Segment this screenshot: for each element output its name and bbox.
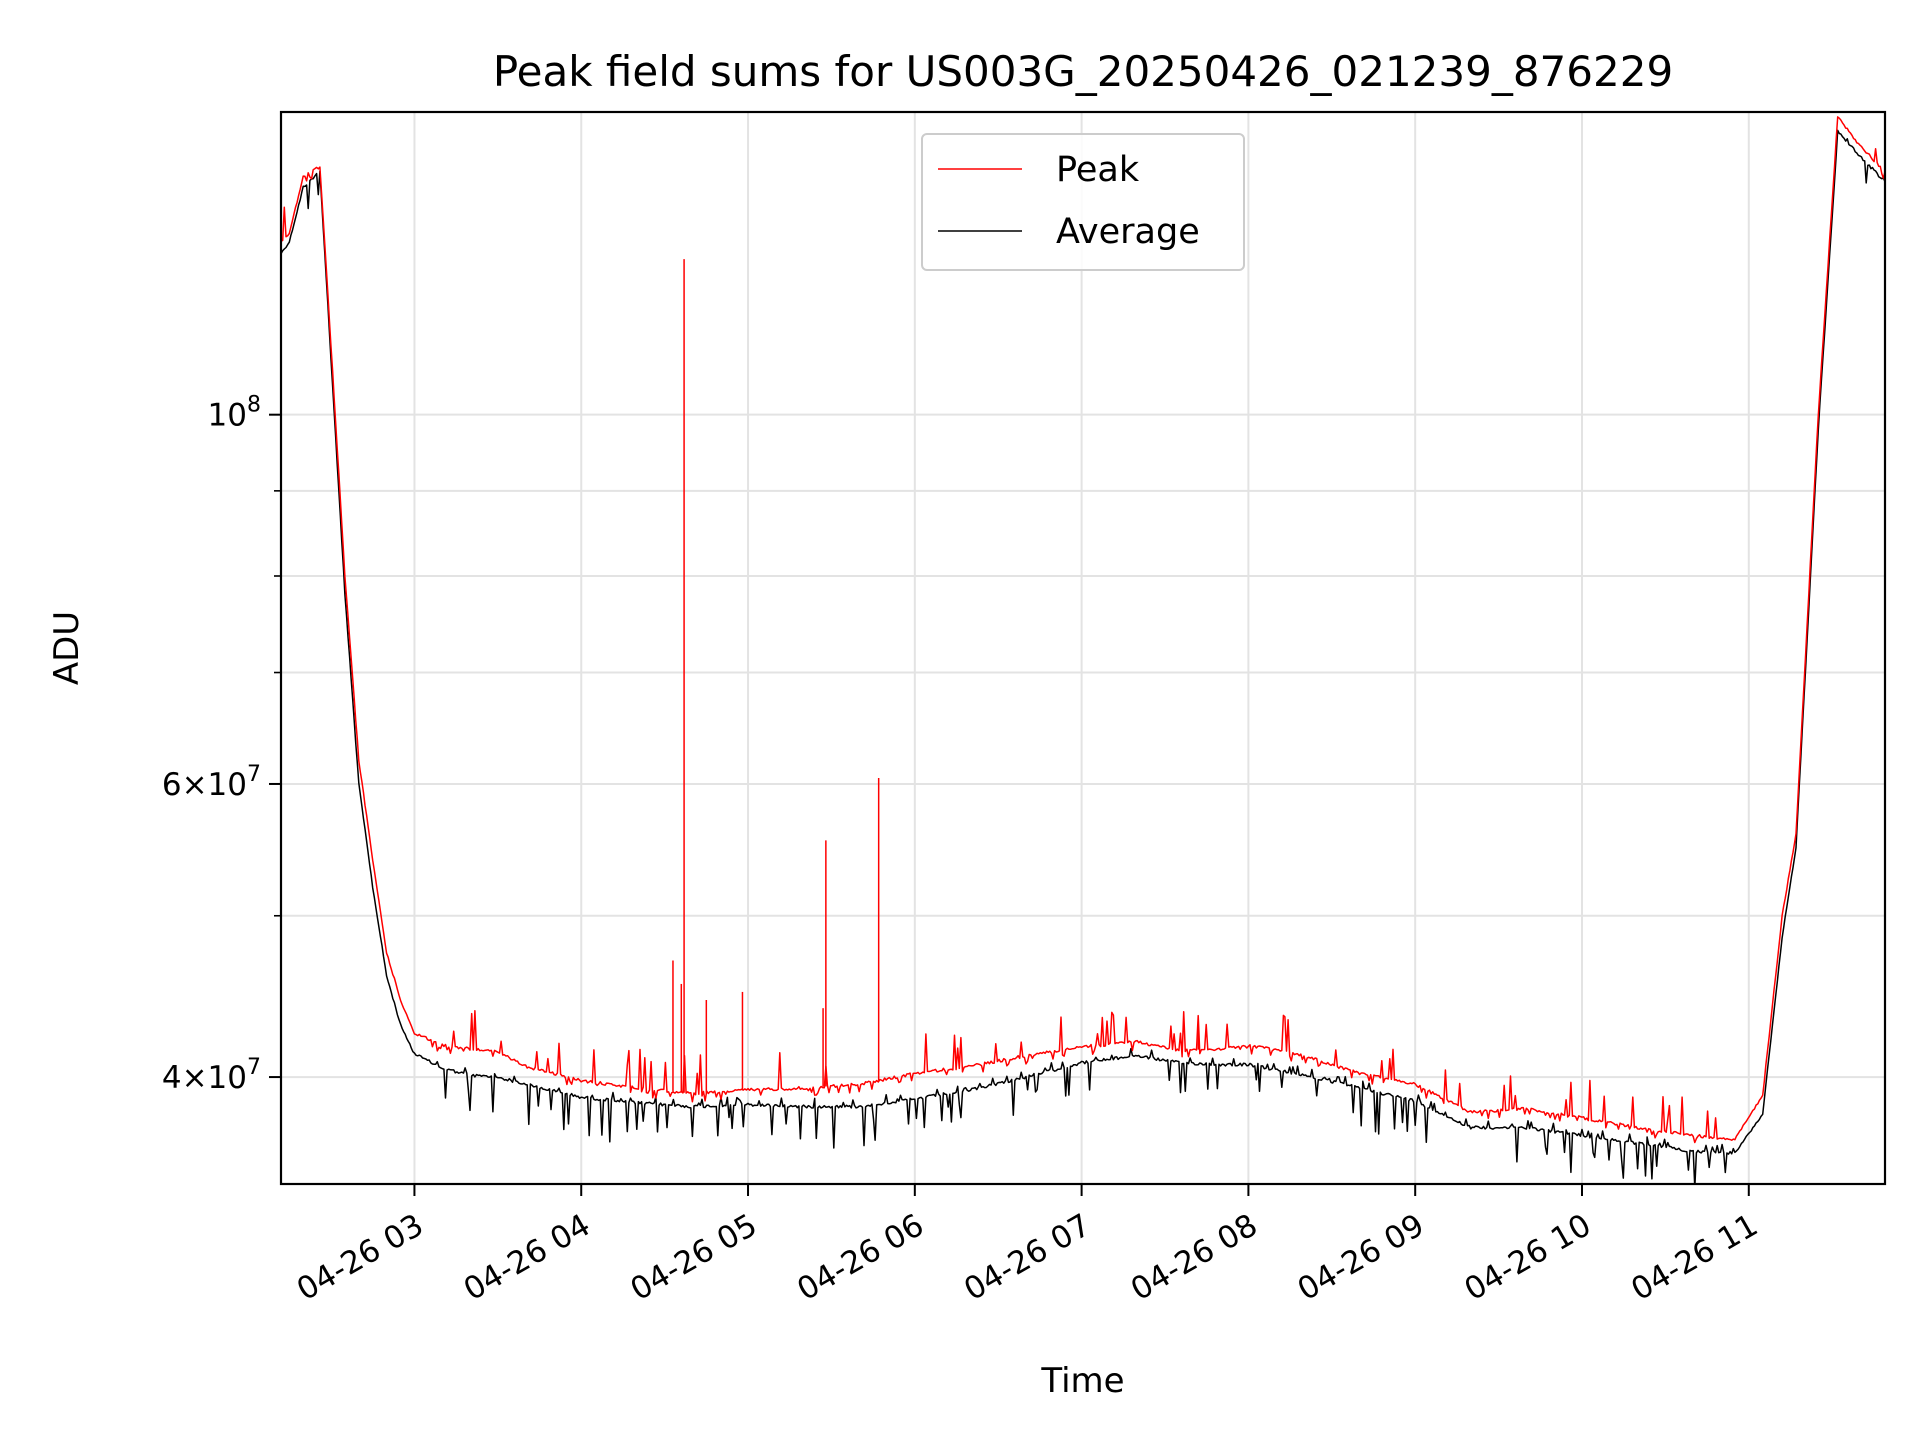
legend-box bbox=[921, 133, 1245, 271]
legend-label-average: Average bbox=[1056, 212, 1200, 252]
plot-frame bbox=[279, 110, 1887, 1186]
legend-label-peak: Peak bbox=[1056, 150, 1140, 190]
y-axis-label: ADU bbox=[47, 611, 87, 685]
series-line-peak bbox=[281, 116, 1885, 1144]
x-axis-label: Time bbox=[1040, 1361, 1124, 1401]
series-layer bbox=[281, 116, 1885, 1184]
y-tick-label: 6×107 bbox=[162, 762, 261, 803]
y-tick-label: 4×107 bbox=[162, 1055, 261, 1096]
grid bbox=[281, 112, 1885, 1184]
series-line-average bbox=[281, 129, 1885, 1184]
y-tick-label: 108 bbox=[208, 393, 261, 434]
legend: Peak Average bbox=[921, 133, 1245, 271]
chart-title: Peak field sums for US003G_20250426_0212… bbox=[493, 47, 1673, 96]
